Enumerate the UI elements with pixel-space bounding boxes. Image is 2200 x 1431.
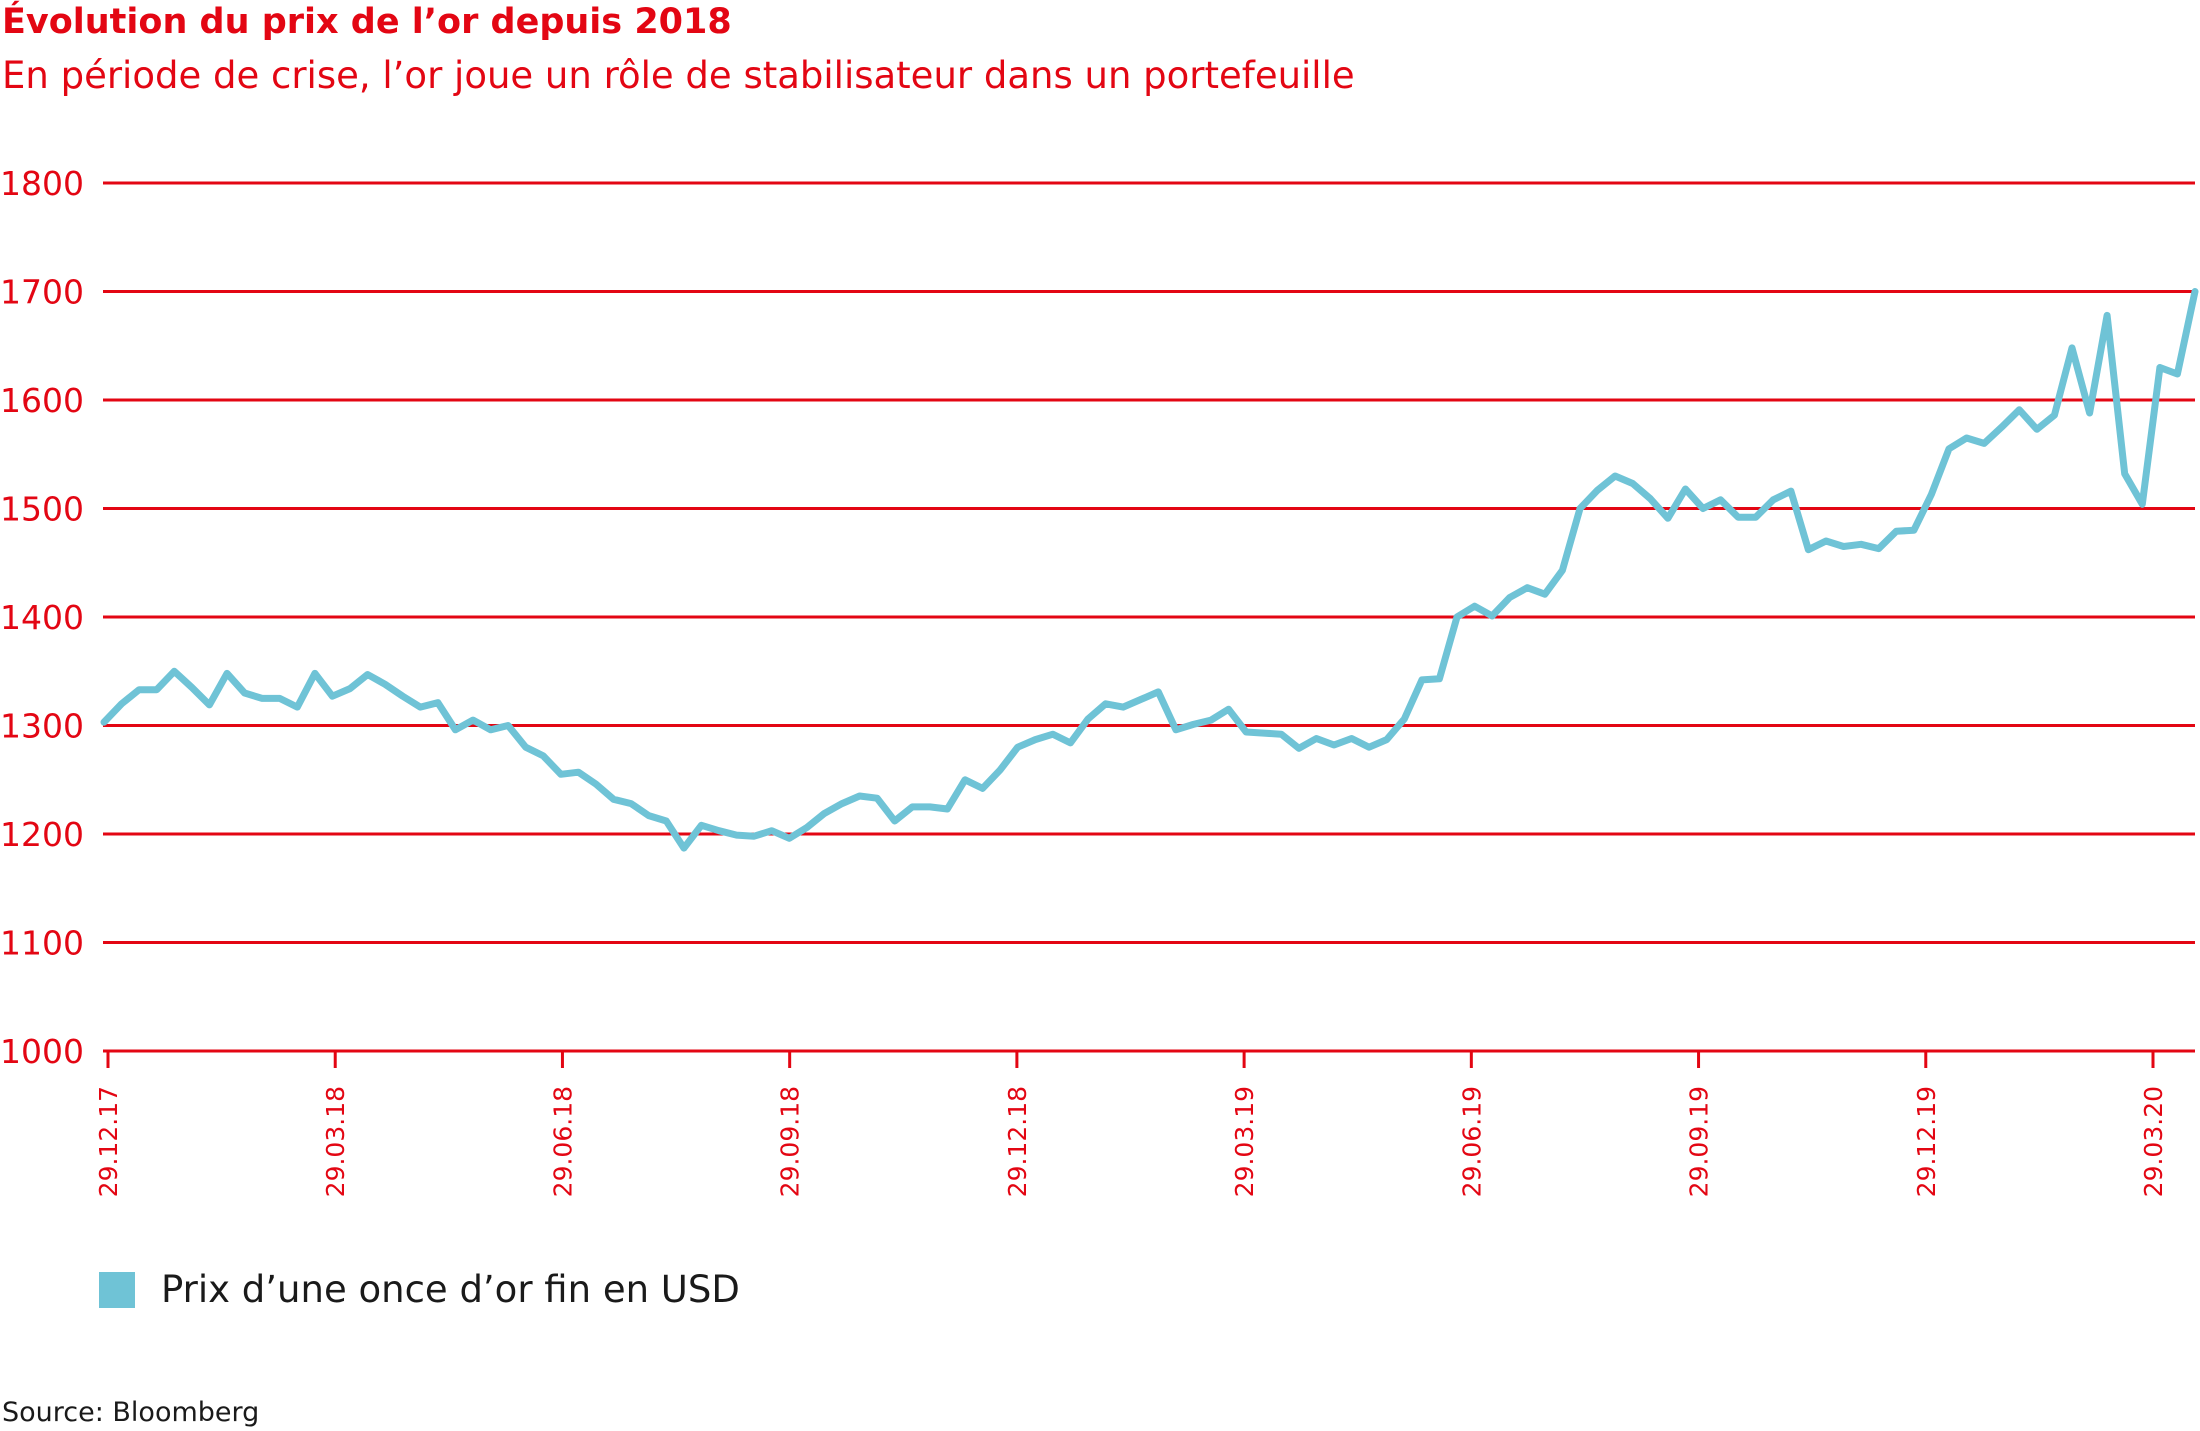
gridlines xyxy=(103,181,2195,1053)
y-tick-label: 1000 xyxy=(0,1032,84,1071)
x-tick-label: 29.12.19 xyxy=(1912,1086,1941,1197)
y-tick-label: 1600 xyxy=(0,381,84,420)
x-tick-label: 29.03.18 xyxy=(321,1086,350,1197)
y-tick-label: 1400 xyxy=(0,598,84,637)
y-tick-label: 1800 xyxy=(0,164,84,203)
y-tick-label: 1700 xyxy=(0,273,84,312)
x-tick-label: 29.06.18 xyxy=(548,1086,577,1197)
source-note: Source: Bloomberg xyxy=(2,1397,260,1428)
x-axis-ticks: 29.12.17 29.03.18 29.06.18 29.09.18 29.12.18… xyxy=(94,1086,2168,1197)
x-tick-label: 29.03.20 xyxy=(2139,1086,2168,1197)
y-tick-label: 1200 xyxy=(0,815,84,854)
x-tick-label: 29.12.17 xyxy=(94,1086,123,1197)
legend-swatch xyxy=(99,1271,135,1308)
chart-title: Évolution du prix de l’or depuis 2018 xyxy=(2,2,732,42)
x-tick-label: 29.03.19 xyxy=(1230,1086,1259,1197)
y-tick-label: 1100 xyxy=(0,924,84,963)
chart-subtitle: En période de crise, l’or joue un rôle d… xyxy=(2,54,1355,97)
x-axis xyxy=(106,1051,2155,1068)
series-line-gold-price xyxy=(100,288,2199,852)
x-tick-label: 29.09.19 xyxy=(1685,1086,1714,1197)
y-axis-ticks: 1000 1100 1200 1300 1400 1500 1600 1700 1800 xyxy=(0,164,84,1071)
x-tick-label: 29.12.18 xyxy=(1003,1086,1032,1197)
legend: Prix d’une once d’or fin en USD xyxy=(99,1268,740,1311)
legend-label: Prix d’une once d’or fin en USD xyxy=(161,1268,740,1311)
y-tick-label: 1300 xyxy=(0,707,84,746)
y-tick-label: 1500 xyxy=(0,490,84,529)
series-layer xyxy=(100,288,2199,852)
x-tick-label: 29.06.19 xyxy=(1457,1086,1486,1197)
x-tick-label: 29.09.18 xyxy=(776,1086,805,1197)
